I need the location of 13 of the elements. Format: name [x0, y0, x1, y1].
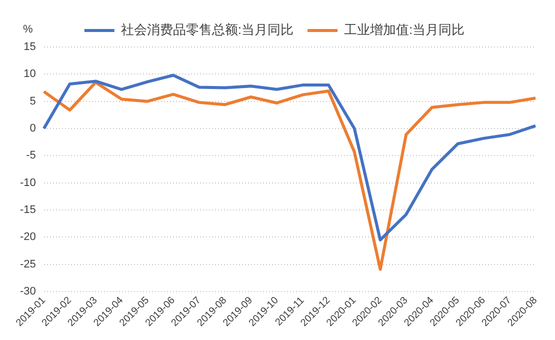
y-tick-label: -20 [20, 231, 36, 244]
y-tick-label: 10 [24, 68, 36, 80]
y-tick-label: -15 [20, 204, 36, 216]
y-axis-title: % [23, 24, 34, 36]
y-tick-label: 5 [30, 95, 36, 108]
y-tick-label: -5 [26, 150, 36, 162]
y-tick-label: 15 [24, 41, 36, 54]
y-tick-label: -25 [20, 258, 36, 270]
legend-label: 工业增加值:当月同比 [344, 22, 465, 38]
y-tick-label: -30 [20, 286, 36, 298]
y-tick-label: 0 [30, 122, 36, 135]
y-tick-label: -10 [20, 176, 36, 189]
legend-label: 社会消费品零售总额:当月同比 [120, 22, 294, 38]
